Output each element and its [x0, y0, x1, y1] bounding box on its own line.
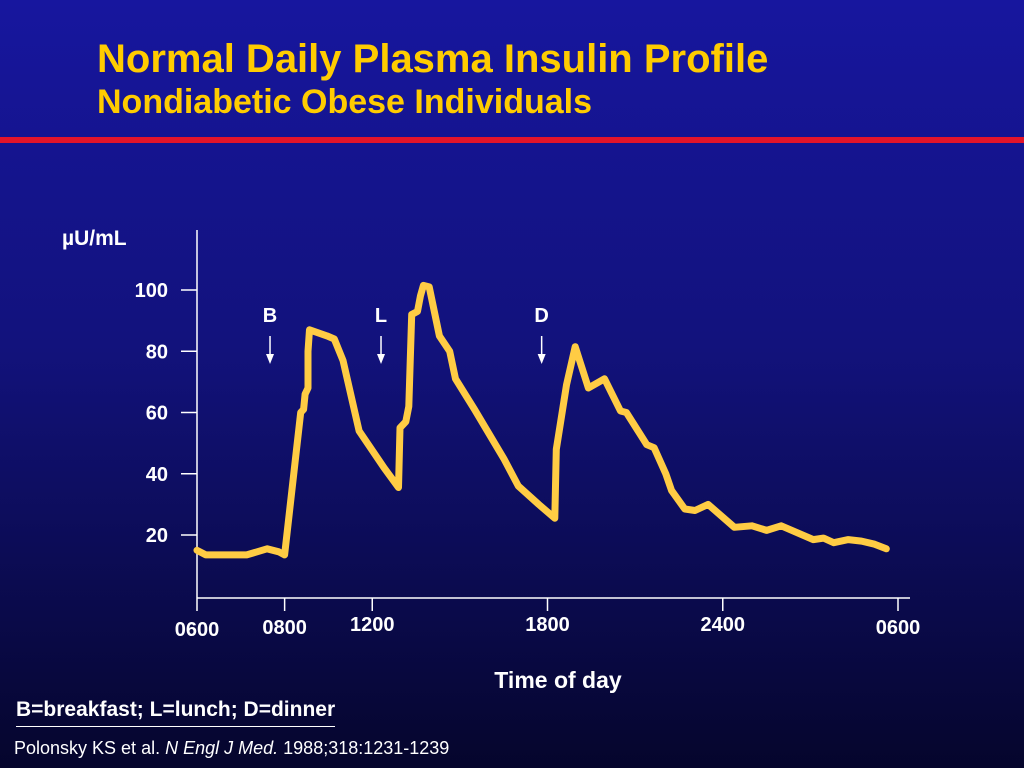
y-tick-label-100: 100	[135, 280, 168, 302]
citation-details: 1988;318:1231-1239	[283, 738, 450, 758]
citation: Polonsky KS et al. N Engl J Med. 1988;31…	[14, 737, 449, 759]
x-tick-label-1200: 1200	[350, 614, 395, 636]
slide-subtitle: Nondiabetic Obese Individuals	[97, 83, 592, 121]
x-tick-label-0600: 0600	[876, 617, 921, 639]
meal-arrowhead-D	[537, 354, 546, 364]
meal-marker-B: B	[263, 305, 277, 327]
x-tick-label-1800: 1800	[525, 614, 570, 636]
x-axis-label: Time of day	[494, 667, 622, 693]
citation-journal: N Engl J Med.	[165, 738, 279, 758]
title-divider	[0, 137, 1024, 143]
meal-arrowhead-B	[266, 354, 275, 364]
y-tick-label-40: 40	[146, 464, 168, 486]
meal-marker-L: L	[375, 305, 387, 327]
title-block: Normal Daily Plasma Insulin Profile Nond…	[97, 36, 768, 122]
meal-marker-D: D	[534, 305, 548, 327]
meal-arrowhead-L	[377, 354, 386, 364]
y-tick-label-80: 80	[146, 341, 168, 363]
meal-legend-note: B=breakfast; L=lunch; D=dinner	[16, 697, 336, 727]
y-axis-label: µU/mL	[62, 227, 127, 250]
y-tick-label-20: 20	[146, 525, 168, 547]
x-tick-label-0600: 0600	[175, 619, 220, 641]
slide-title: Normal Daily Plasma Insulin Profile	[97, 37, 769, 81]
insulin-series-line	[193, 281, 890, 559]
x-tick-label-0800: 0800	[262, 617, 307, 639]
x-tick-label-2400: 2400	[701, 614, 746, 636]
citation-authors: Polonsky KS et al.	[14, 738, 161, 758]
y-tick-label-60: 60	[146, 403, 168, 425]
